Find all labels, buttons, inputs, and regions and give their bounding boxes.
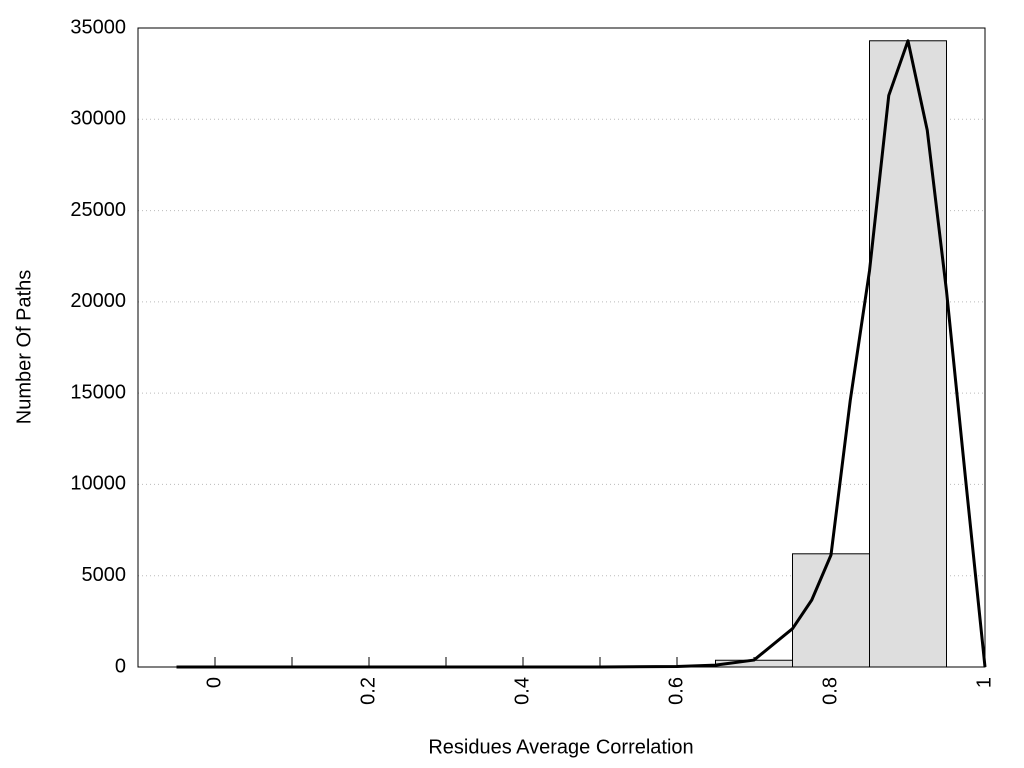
y-tick-label: 35000 [70,16,126,38]
y-tick-label: 10000 [70,473,126,495]
y-tick-label: 20000 [70,290,126,312]
y-tick-label: 0 [115,655,126,677]
x-tick-label: 0.6 [665,677,687,705]
y-tick-label: 30000 [70,108,126,130]
y-tick-label: 15000 [70,381,126,403]
x-axis-label: Residues Average Correlation [428,736,693,758]
bar [869,40,947,668]
x-tick-label: 0.8 [819,677,841,705]
x-tick-label: 1 [973,677,995,688]
y-axis-label: Number Of Paths [13,270,35,425]
plot-frame [137,27,986,668]
x-tick-label: 0.2 [357,677,379,705]
y-tick-label: 5000 [82,564,127,586]
x-tick-label: 0 [203,677,225,688]
y-tick-label: 25000 [70,199,126,221]
x-tick-label: 0.4 [511,677,533,705]
